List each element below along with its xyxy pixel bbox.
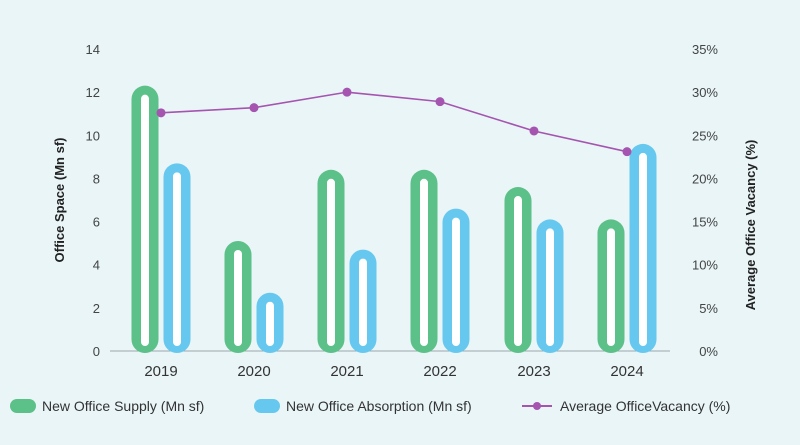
legend-label-absorption: New Office Absorption (Mn sf) xyxy=(286,398,472,414)
x-tick-label: 2021 xyxy=(330,363,363,380)
vacancy-point xyxy=(249,103,259,113)
y-tick-label: 10 xyxy=(86,128,100,143)
bars-layer xyxy=(131,85,657,354)
bar-highlight xyxy=(420,178,428,346)
legend: New Office Supply (Mn sf) New Office Abs… xyxy=(10,398,730,414)
y2-tick-label: 10% xyxy=(692,258,718,273)
x-tick-label: 2022 xyxy=(423,363,456,380)
absorption-bar xyxy=(349,249,377,353)
vacancy-point xyxy=(342,87,352,97)
absorption-bar xyxy=(256,292,284,353)
y-tick-label: 2 xyxy=(93,301,100,316)
bar-highlight xyxy=(359,258,367,346)
y2-axis-title: Average Office Vacancy (%) xyxy=(743,140,758,311)
vacancy-line xyxy=(160,91,628,153)
y-axis-title: Office Space (Mn sf) xyxy=(52,138,67,263)
y-tick-label: 8 xyxy=(93,171,100,186)
bar-highlight xyxy=(141,94,149,347)
x-tick-label: 2020 xyxy=(237,363,270,380)
x-tick-label: 2023 xyxy=(517,363,550,380)
vacancy-line-layer xyxy=(156,87,632,157)
supply-bar xyxy=(317,169,345,353)
y2-tick-label: 15% xyxy=(692,215,718,230)
absorption-bar xyxy=(629,143,657,353)
x-tick-label: 2019 xyxy=(144,363,177,380)
y2-tick-label: 5% xyxy=(699,301,718,316)
legend-swatch-supply xyxy=(10,399,36,413)
bar-highlight xyxy=(639,152,647,346)
legend-marker-vacancy xyxy=(533,402,541,410)
vacancy-point xyxy=(156,108,166,118)
left-axis: 0 2 4 6 8 10 12 14 xyxy=(86,42,100,359)
bar-highlight xyxy=(234,249,242,346)
bar-highlight xyxy=(546,228,554,346)
bar-highlight xyxy=(266,301,274,346)
y-tick-label: 0 xyxy=(93,344,100,359)
bar-highlight xyxy=(173,172,181,346)
y-tick-label: 12 xyxy=(86,85,100,100)
x-axis: 2019 2020 2021 2022 2023 2024 xyxy=(144,363,643,380)
y2-tick-label: 30% xyxy=(692,85,718,100)
supply-bar xyxy=(224,240,252,353)
y2-tick-label: 25% xyxy=(692,128,718,143)
right-axis: 0% 5% 10% 15% 20% 25% 30% 35% xyxy=(692,42,718,359)
legend-label-supply: New Office Supply (Mn sf) xyxy=(42,398,204,414)
x-tick-label: 2024 xyxy=(610,363,643,380)
y2-tick-label: 20% xyxy=(692,171,718,186)
y2-tick-label: 35% xyxy=(692,42,718,57)
legend-swatch-absorption xyxy=(254,399,280,413)
supply-bar xyxy=(597,219,625,353)
supply-bar xyxy=(504,187,532,353)
legend-label-vacancy: Average OfficeVacancy (%) xyxy=(560,398,730,414)
bar-highlight xyxy=(327,178,335,346)
supply-bar xyxy=(410,169,438,353)
bar-highlight xyxy=(607,228,615,346)
absorption-bar xyxy=(442,208,470,353)
vacancy-point xyxy=(529,126,539,136)
y-tick-label: 4 xyxy=(93,258,100,273)
vacancy-point xyxy=(435,97,445,107)
y-tick-label: 6 xyxy=(93,215,100,230)
supply-bar xyxy=(131,85,159,354)
bar-highlight xyxy=(514,196,522,346)
y-tick-label: 14 xyxy=(86,42,100,57)
vacancy-point xyxy=(622,147,632,157)
bar-highlight xyxy=(452,217,460,346)
absorption-bar xyxy=(536,219,564,353)
absorption-bar xyxy=(163,163,191,353)
y2-tick-label: 0% xyxy=(699,344,718,359)
